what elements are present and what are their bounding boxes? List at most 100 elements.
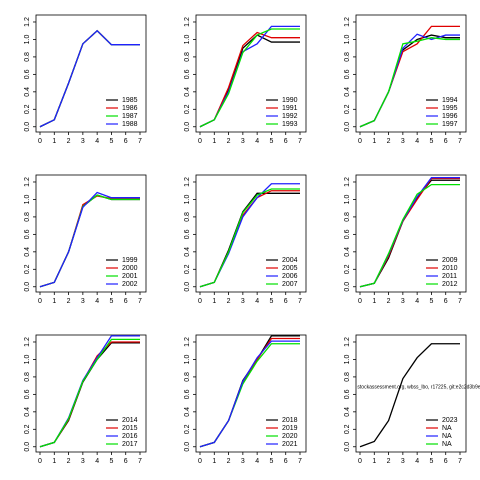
x-tick-label: 3 [401, 458, 405, 465]
series-line [359, 183, 460, 288]
x-tick-label: 4 [415, 458, 419, 465]
x-tick-label: 1 [52, 458, 56, 465]
x-tick-label: 7 [298, 298, 302, 305]
x-tick-label: 0 [198, 298, 202, 305]
legend-label: 2007 [282, 281, 298, 288]
panel: 0 1 2 3 4 5 6 70.00.20.40.60.81.01.219941995199… [344, 14, 467, 145]
panel: 0 1 2 3 4 5 6 70.00.20.40.60.81.01.220092010201… [344, 174, 467, 305]
y-tick-label: 0.0 [344, 122, 351, 132]
x-tick-label: 6 [444, 298, 448, 305]
y-tick-label: 1.2 [24, 177, 31, 187]
legend-label: 1993 [282, 121, 298, 128]
y-tick-label: 0.8 [24, 212, 31, 222]
y-tick-label: 0.2 [344, 424, 351, 434]
y-tick-label: 1.0 [184, 34, 191, 44]
x-tick-label: 5 [429, 298, 433, 305]
legend-label: 1999 [122, 257, 138, 264]
legend-label: 1997 [442, 121, 458, 128]
x-tick-label: 0 [38, 458, 42, 465]
y-tick-label: 0.0 [24, 282, 31, 292]
legend-label: 2002 [122, 281, 138, 288]
y-tick-label: 0.8 [344, 372, 351, 382]
x-tick-label: 4 [255, 298, 259, 305]
y-tick-label: 0.4 [24, 247, 31, 257]
plot-frame [355, 174, 467, 293]
y-tick-label: 0.0 [184, 282, 191, 292]
legend-label: 2019 [282, 425, 298, 432]
plot-frame [195, 174, 307, 293]
x-tick-label: 6 [124, 458, 128, 465]
plot-frame [355, 334, 467, 453]
x-tick-label: 4 [415, 138, 419, 145]
x-tick-label: 4 [95, 298, 99, 305]
y-tick-label: 1.0 [344, 34, 351, 44]
y-tick-label: 1.2 [184, 17, 191, 27]
y-tick-label: 1.0 [24, 354, 31, 364]
y-tick-label: 0.8 [184, 372, 191, 382]
x-tick-label: 0 [38, 138, 42, 145]
y-tick-label: 0.4 [24, 407, 31, 417]
x-tick-label: 0 [198, 458, 202, 465]
x-tick-label: 1 [372, 298, 376, 305]
x-tick-label: 5 [109, 138, 113, 145]
y-tick-label: 0.2 [24, 264, 31, 274]
y-tick-label: 1.0 [344, 354, 351, 364]
y-tick-label: 0.6 [184, 69, 191, 79]
legend-label: 2000 [122, 265, 138, 272]
x-tick-label: 7 [298, 138, 302, 145]
plot-frame [195, 14, 307, 133]
x-tick-label: 0 [198, 138, 202, 145]
x-tick-label: 2 [387, 138, 391, 145]
legend-label: 1985 [122, 97, 138, 104]
y-tick-label: 1.2 [24, 17, 31, 27]
legend-label: 2010 [442, 265, 458, 272]
x-tick-label: 6 [444, 458, 448, 465]
y-tick-label: 1.2 [24, 337, 31, 347]
legend-label: 2006 [282, 273, 298, 280]
y-tick-label: 0.8 [24, 372, 31, 382]
x-tick-label: 7 [458, 458, 462, 465]
y-tick-label: 0.4 [344, 247, 351, 257]
y-tick-label: 0.4 [344, 87, 351, 97]
legend-label: 2021 [282, 441, 298, 448]
y-tick-label: 1.2 [344, 17, 351, 27]
x-tick-label: 5 [269, 458, 273, 465]
legend-label: 2001 [122, 273, 138, 280]
y-tick-label: 0.6 [344, 69, 351, 79]
panel: 0 1 2 3 4 5 6 70.00.20.40.60.81.01.22023NANANAs… [344, 334, 480, 465]
legend-label: 2004 [282, 257, 298, 264]
y-tick-label: 1.2 [344, 177, 351, 187]
panel: 0 1 2 3 4 5 6 70.00.20.40.60.81.01.219992000200… [24, 174, 147, 305]
y-tick-label: 0.4 [184, 87, 191, 97]
x-tick-label: 5 [269, 138, 273, 145]
y-tick-label: 0.2 [184, 104, 191, 114]
x-tick-label: 2 [227, 298, 231, 305]
legend-label: 2016 [122, 433, 138, 440]
plot-frame [35, 14, 147, 133]
x-tick-label: 6 [284, 458, 288, 465]
plot-frame [355, 14, 467, 133]
legend-label: 2020 [282, 433, 298, 440]
panel: 0 1 2 3 4 5 6 70.00.20.40.60.81.01.220142015201… [24, 334, 147, 465]
legend-label: 1996 [442, 113, 458, 120]
x-tick-label: 7 [458, 138, 462, 145]
y-tick-label: 0.8 [184, 52, 191, 62]
legend-label: 2014 [122, 417, 138, 424]
x-tick-label: 3 [401, 138, 405, 145]
y-tick-label: 0.0 [184, 442, 191, 452]
x-tick-label: 2 [387, 298, 391, 305]
legend-label: 1991 [282, 105, 298, 112]
legend-label: 1990 [282, 97, 298, 104]
x-tick-label: 1 [212, 458, 216, 465]
x-tick-label: 3 [81, 458, 85, 465]
x-tick-label: 1 [52, 298, 56, 305]
x-tick-label: 0 [358, 138, 362, 145]
x-tick-label: 1 [212, 298, 216, 305]
panel: 0 1 2 3 4 5 6 70.00.20.40.60.81.01.219901991199… [184, 14, 307, 145]
series-line [199, 188, 300, 288]
x-tick-label: 4 [415, 298, 419, 305]
y-tick-label: 1.0 [184, 354, 191, 364]
x-tick-label: 6 [124, 298, 128, 305]
legend-label: 2018 [282, 417, 298, 424]
